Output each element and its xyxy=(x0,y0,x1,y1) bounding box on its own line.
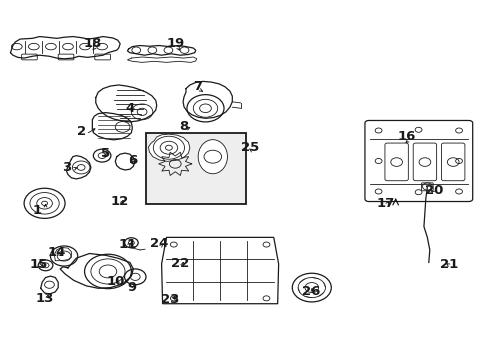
Text: 15: 15 xyxy=(29,258,47,271)
Text: 21: 21 xyxy=(439,258,457,271)
Text: 13: 13 xyxy=(35,292,54,305)
Text: 14: 14 xyxy=(47,246,66,259)
Text: 10: 10 xyxy=(106,275,124,288)
Text: 19: 19 xyxy=(166,37,184,50)
Text: 4: 4 xyxy=(125,102,134,115)
Text: 2: 2 xyxy=(77,125,85,138)
Bar xyxy=(146,133,245,204)
Ellipse shape xyxy=(198,140,227,174)
Text: 16: 16 xyxy=(396,130,415,144)
Text: 9: 9 xyxy=(127,281,137,294)
Text: 8: 8 xyxy=(179,120,188,133)
Text: 26: 26 xyxy=(301,285,319,298)
Text: 7: 7 xyxy=(193,80,203,93)
Text: 18: 18 xyxy=(83,37,102,50)
Text: 24: 24 xyxy=(150,237,168,250)
Text: 17: 17 xyxy=(376,197,394,210)
Text: 25: 25 xyxy=(241,141,259,154)
Text: 3: 3 xyxy=(62,161,71,174)
Text: 11: 11 xyxy=(118,238,136,251)
Text: 6: 6 xyxy=(127,154,137,167)
Text: 20: 20 xyxy=(424,184,442,197)
Polygon shape xyxy=(148,134,189,161)
Text: 12: 12 xyxy=(111,195,129,208)
Text: 23: 23 xyxy=(161,293,179,306)
Text: 22: 22 xyxy=(171,257,189,270)
Text: 5: 5 xyxy=(101,147,110,159)
Text: 1: 1 xyxy=(33,204,42,217)
Circle shape xyxy=(422,183,431,190)
